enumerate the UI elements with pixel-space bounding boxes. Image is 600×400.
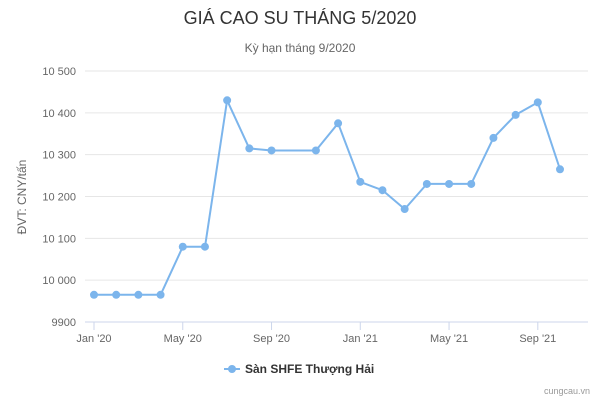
- data-point: [112, 290, 121, 299]
- x-tick-label: Sep '20: [253, 333, 290, 345]
- data-point: [378, 186, 387, 195]
- data-point: [334, 119, 343, 128]
- series-line: [90, 96, 564, 299]
- data-point: [200, 242, 209, 251]
- chart-title: GIÁ CAO SU THÁNG 5/2020: [184, 8, 417, 28]
- x-tick-label: Jan '21: [343, 333, 378, 345]
- x-tick-label: Sep '21: [519, 333, 556, 345]
- y-tick-label: 10 000: [42, 275, 76, 287]
- data-point: [511, 110, 520, 119]
- data-point: [223, 96, 232, 105]
- y-axis-title: ĐVT: CNY/tấn: [15, 160, 29, 235]
- y-tick-label: 10 100: [42, 233, 76, 245]
- x-tick-label: May '20: [164, 333, 202, 345]
- y-tick-label: 10 500: [42, 66, 76, 78]
- data-point: [400, 205, 409, 214]
- data-point: [245, 144, 254, 153]
- series-line-path: [94, 99, 561, 296]
- data-point: [90, 290, 98, 299]
- y-tick-label: 10 400: [42, 108, 76, 120]
- data-point: [467, 179, 476, 188]
- data-point: [445, 179, 454, 188]
- x-tick-label: May '21: [430, 333, 468, 345]
- credit-text[interactable]: cungcau.vn: [544, 386, 590, 396]
- legend-label: Sàn SHFE Thượng Hải: [245, 362, 374, 376]
- data-point: [422, 179, 431, 188]
- data-point: [356, 177, 365, 186]
- x-tick-label: Jan '20: [76, 333, 111, 345]
- legend-marker-icon: [228, 365, 236, 373]
- data-point: [267, 146, 276, 155]
- data-point: [311, 146, 320, 155]
- chart-subtitle: Kỳ hạn tháng 9/2020: [245, 41, 356, 55]
- data-point: [156, 290, 165, 299]
- legend[interactable]: Sàn SHFE Thượng Hải: [224, 362, 374, 376]
- data-point: [489, 133, 498, 142]
- x-axis: Jan '20 May '20 Sep '20 Jan '21 May '21 Sep '…: [76, 321, 588, 345]
- data-point: [178, 242, 187, 251]
- data-point: [134, 290, 143, 299]
- y-axis-tick-labels: 9900 10 000 10 100 10 200 10 300 10 400 10 500: [42, 66, 76, 329]
- data-point: [533, 98, 542, 107]
- y-tick-label: 10 200: [42, 192, 76, 204]
- y-tick-label: 10 300: [42, 150, 76, 162]
- y-tick-label: 9900: [52, 317, 76, 329]
- data-point: [556, 165, 564, 174]
- grid-lines: [85, 70, 588, 281]
